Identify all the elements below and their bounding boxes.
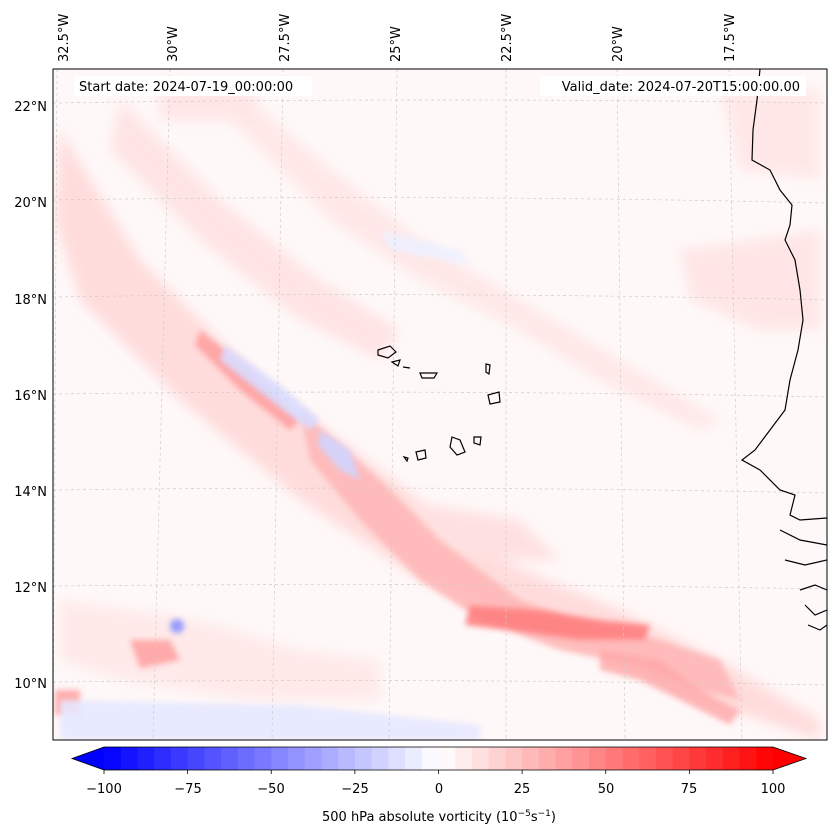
- lat-label: 22°N: [14, 100, 47, 115]
- lon-label: 25°W: [389, 26, 404, 62]
- valid-date-box: [540, 76, 806, 96]
- colorbar-segment: [471, 747, 490, 770]
- valid-date-label: Valid_date: 2024-07-20T15:00:00.00: [562, 80, 800, 95]
- lon-label: 22.5°W: [500, 14, 515, 62]
- colorbar-segment: [639, 747, 657, 770]
- colorbar-extend-low: [72, 747, 104, 770]
- colorbar-segment: [421, 747, 439, 770]
- colorbar-segment: [254, 747, 272, 770]
- colorbar-extend-high: [773, 747, 806, 770]
- island-santa-luzia: [402, 366, 411, 369]
- colorbar-tick-label: −75: [174, 782, 201, 797]
- lat-label: 18°N: [14, 293, 47, 308]
- vorticity-field: [55, 80, 820, 740]
- island-brava: [402, 456, 409, 463]
- colorbar-segment: [371, 747, 389, 770]
- colorbar-segment: [622, 747, 640, 770]
- island-santiago: [449, 436, 466, 456]
- colorbar-tick-label: 75: [681, 782, 698, 797]
- guinea-bissau-coast: [779, 529, 827, 631]
- colorbar-segment: [672, 747, 690, 770]
- start-date-box: [74, 76, 312, 96]
- colorbar-segment: [555, 747, 573, 770]
- colorbar-segment: [455, 747, 473, 770]
- colorbar-segment: [488, 747, 506, 770]
- colorbar-segments: [104, 747, 774, 770]
- gridlines: [53, 69, 827, 740]
- colorbar-segment: [271, 747, 289, 770]
- colorbar-segment: [438, 747, 456, 770]
- lon-label: 27.5°W: [278, 14, 293, 62]
- colorbar-segment: [689, 747, 707, 770]
- colorbar-segment: [589, 747, 607, 770]
- colorbar-tick-label: −25: [341, 782, 368, 797]
- colorbar-segment: [756, 747, 774, 770]
- colorbar-segment: [538, 747, 557, 770]
- lat-label: 12°N: [14, 581, 47, 596]
- colorbar-title-main: 500 hPa absolute vorticity (10: [322, 810, 518, 825]
- coastline: [377, 69, 827, 631]
- colorbar-segment: [154, 747, 172, 770]
- colorbar-segment: [739, 747, 757, 770]
- colorbar-segment: [572, 747, 590, 770]
- lat-label: 20°N: [14, 196, 47, 211]
- colorbar-title-end: ): [551, 810, 556, 825]
- lon-label: 32.5°W: [57, 14, 72, 62]
- colorbar-tick-label: −50: [257, 782, 284, 797]
- colorbar-segment: [522, 747, 540, 770]
- colorbar-segment: [221, 747, 239, 770]
- lon-label: 20°W: [611, 26, 626, 62]
- west-africa-coast: [740, 69, 827, 521]
- colorbar-segment: [338, 747, 356, 770]
- colorbar-title: 500 hPa absolute vorticity (10−5s−1): [322, 809, 556, 825]
- island-maio: [473, 436, 482, 446]
- colorbar-segment: [120, 747, 138, 770]
- colorbar-segment: [505, 747, 523, 770]
- lon-label: 17.5°W: [723, 14, 738, 62]
- colorbar-tick-label: 25: [514, 782, 531, 797]
- island-sao-vicente: [390, 359, 401, 367]
- colorbar-segment: [304, 747, 322, 770]
- colorbar-tick-label: 0: [435, 782, 443, 797]
- island-sal: [485, 363, 491, 376]
- colorbar-segment: [287, 747, 306, 770]
- colorbar-segment: [237, 747, 256, 770]
- colorbar-segment: [706, 747, 724, 770]
- colorbar-segment: [405, 747, 423, 770]
- island-sao-nicolau: [419, 372, 439, 379]
- lon-label: 30°W: [166, 26, 181, 62]
- map-frame: [52, 68, 828, 741]
- longitude-labels: 32.5°W 30°W 27.5°W 25°W 22.5°W 20°W 17.5…: [57, 14, 738, 62]
- colorbar-segment: [321, 747, 339, 770]
- colorbar-segment: [388, 747, 406, 770]
- colorbar-title-unit: s: [531, 810, 538, 825]
- colorbar-title-exp2: −1: [538, 809, 551, 819]
- lat-label: 16°N: [14, 389, 47, 404]
- island-fogo: [415, 449, 427, 461]
- colorbar-segment: [655, 747, 674, 770]
- colorbar: −100 −75 −50 −25 0 25 50 75 100 500 hPa …: [70, 746, 808, 825]
- colorbar-segment: [605, 747, 623, 770]
- colorbar-segment: [354, 747, 373, 770]
- lat-label: 14°N: [14, 485, 47, 500]
- island-boa-vista: [487, 391, 501, 405]
- colorbar-segment: [104, 747, 122, 770]
- lat-label: 10°N: [14, 677, 47, 692]
- colorbar-segment: [137, 747, 155, 770]
- start-date-label: Start date: 2024-07-19_00:00:00: [79, 80, 293, 95]
- colorbar-segment: [722, 747, 741, 770]
- colorbar-tick-label: 100: [761, 782, 786, 797]
- colorbar-title-exp1: −5: [518, 809, 531, 819]
- island-santo-antao: [377, 345, 397, 359]
- colorbar-ticks: −100 −75 −50 −25 0 25 50 75 100: [86, 770, 785, 797]
- colorbar-segment: [187, 747, 205, 770]
- colorbar-segment: [204, 747, 222, 770]
- map-panel: Start date: 2024-07-19_00:00:00 Valid_da…: [14, 14, 828, 741]
- colorbar-segment: [170, 747, 189, 770]
- colorbar-tick-label: 50: [598, 782, 615, 797]
- latitude-labels: 22°N 20°N 18°N 16°N 14°N 12°N 10°N: [14, 100, 47, 692]
- colorbar-tick-label: −100: [86, 782, 122, 797]
